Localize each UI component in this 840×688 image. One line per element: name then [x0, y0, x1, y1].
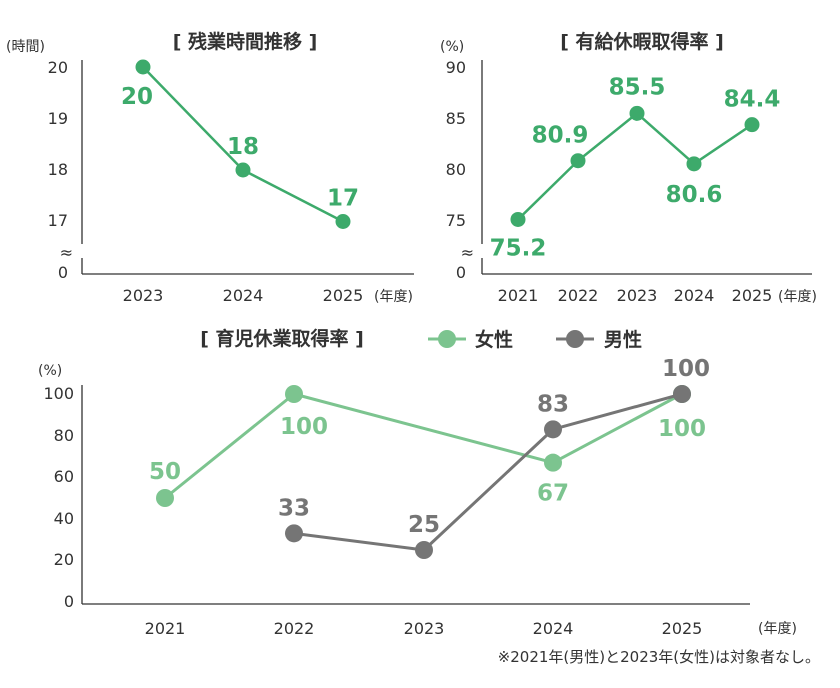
- data-point: [544, 453, 562, 472]
- data-label: 80.6: [666, 182, 723, 208]
- paid-leave-chart: [ 有給休暇取得率 ] (%) (年度) ≈ 90 85 80 75 0 202…: [440, 30, 817, 305]
- series-line: [164, 392, 683, 500]
- data-point: [629, 105, 645, 121]
- data-label: 100: [658, 416, 706, 442]
- y-tick-label: 18: [48, 160, 68, 179]
- y-tick-label: 0: [58, 263, 68, 282]
- overtime-title: [ 残業時間推移 ]: [173, 30, 318, 53]
- data-label: 83: [537, 391, 569, 417]
- paid-leave-x-ticks: 2021 2022 2023 2024 2025: [498, 286, 773, 305]
- childcare-title: [ 育児休業取得率 ]: [200, 327, 364, 350]
- overtime-x-unit: (年度): [374, 289, 413, 305]
- overtime-y-ticks: 20 19 18 17 0: [48, 58, 68, 282]
- y-tick-label: 0: [456, 263, 466, 282]
- data-label: 20: [121, 84, 153, 110]
- data-label: 18: [227, 134, 259, 160]
- y-tick-label: 80: [54, 426, 74, 445]
- data-label: 85.5: [609, 74, 666, 100]
- footnote: ※2021年(男性)と2023年(女性)は対象者なし。: [498, 648, 820, 666]
- x-tick-label: 2022: [274, 619, 315, 638]
- overtime-axis-break: ≈: [60, 243, 73, 262]
- x-tick-label: 2025: [662, 619, 703, 638]
- y-tick-label: 20: [48, 58, 68, 77]
- data-label: 100: [662, 356, 710, 382]
- x-tick-label: 2024: [223, 286, 264, 305]
- data-point: [686, 156, 702, 172]
- x-tick-label: 2024: [533, 619, 574, 638]
- data-point: [510, 211, 526, 227]
- y-tick-label: 90: [446, 58, 466, 77]
- data-label: 17: [327, 186, 359, 212]
- data-point: [335, 214, 351, 229]
- x-tick-label: 2023: [123, 286, 164, 305]
- childcare-x-ticks: 2021 2022 2023 2024 2025: [145, 619, 703, 638]
- y-tick-label: 80: [446, 160, 466, 179]
- y-tick-label: 0: [64, 592, 74, 611]
- childcare-leave-chart: [ 育児休業取得率 ] 女性 男性 (%) (年度) 100 80 60 40 …: [38, 327, 820, 666]
- x-tick-label: 2023: [617, 286, 658, 305]
- x-tick-label: 2021: [145, 619, 186, 638]
- data-point: [744, 117, 760, 133]
- data-label: 75.2: [490, 235, 547, 261]
- paid-leave-y-unit: (%): [440, 39, 464, 55]
- data-label: 25: [408, 512, 440, 538]
- y-tick-label: 20: [54, 550, 74, 569]
- y-tick-label: 19: [48, 109, 68, 128]
- legend-marker-male: [566, 330, 584, 348]
- childcare-y-ticks: 100 80 60 40 20 0: [43, 384, 74, 611]
- legend: 女性 男性: [428, 328, 642, 351]
- paid-leave-title: [ 有給休暇取得率 ]: [560, 30, 724, 53]
- x-tick-label: 2021: [498, 286, 539, 305]
- data-point: [285, 524, 303, 543]
- legend-marker-female: [438, 330, 456, 348]
- paid-leave-y-ticks: 90 85 80 75 0: [446, 58, 466, 282]
- data-label: 33: [278, 495, 310, 521]
- overtime-y-unit: (時間): [6, 39, 45, 55]
- paid-leave-x-unit: (年度): [778, 289, 817, 305]
- childcare-y-unit: (%): [38, 363, 62, 379]
- x-tick-label: 2024: [674, 286, 715, 305]
- data-point: [570, 153, 586, 169]
- data-label: 100: [280, 414, 328, 440]
- data-point: [235, 162, 251, 178]
- y-tick-label: 100: [43, 384, 74, 403]
- y-tick-label: 40: [54, 509, 74, 528]
- data-point: [135, 59, 151, 75]
- data-label: 84.4: [724, 87, 781, 113]
- y-tick-label: 85: [446, 109, 466, 128]
- y-tick-label: 75: [446, 211, 466, 230]
- y-tick-label: 17: [48, 211, 68, 230]
- data-label: 50: [149, 459, 181, 485]
- x-tick-label: 2023: [404, 619, 445, 638]
- x-tick-label: 2025: [732, 286, 773, 305]
- series-line: [293, 392, 683, 552]
- data-point: [156, 489, 174, 507]
- data-point: [544, 420, 562, 439]
- data-label: 67: [537, 481, 569, 507]
- data-label: 80.9: [532, 123, 589, 149]
- data-point: [673, 385, 691, 403]
- data-point: [415, 541, 433, 559]
- overtime-chart: [ 残業時間推移 ] (時間) (年度) ≈ 20 19 18 17 0 202…: [6, 30, 413, 305]
- y-tick-label: 60: [54, 467, 74, 486]
- x-tick-label: 2022: [558, 286, 599, 305]
- childcare-x-unit: (年度): [758, 621, 797, 637]
- paid-leave-axis-break: ≈: [461, 243, 474, 262]
- data-point: [285, 385, 303, 403]
- legend-label-male: 男性: [604, 328, 642, 351]
- x-tick-label: 2025: [323, 286, 364, 305]
- legend-label-female: 女性: [475, 328, 513, 351]
- overtime-x-ticks: 2023 2024 2025: [123, 286, 364, 305]
